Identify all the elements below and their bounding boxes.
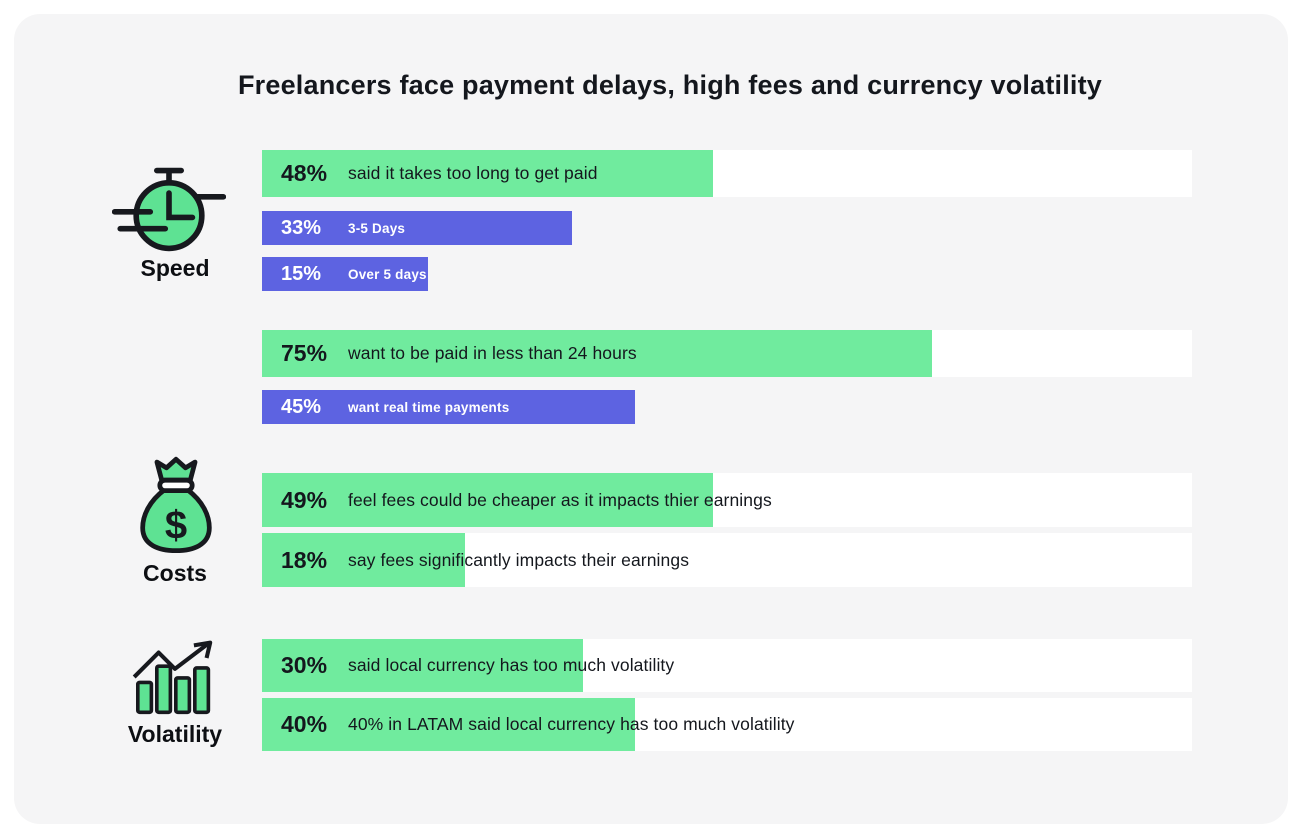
bar-pct-label: 45% <box>281 395 322 418</box>
stopwatch-icon <box>111 164 227 254</box>
bar-text-label: Over 5 days <box>348 266 427 282</box>
bar-pct-label: 75% <box>281 340 328 366</box>
bar-text-label: said it takes too long to get paid <box>348 163 598 183</box>
bar-content: 15% Over 5 days <box>262 257 1192 291</box>
bar-pct-label: 48% <box>281 160 328 186</box>
bar-text-label: 3-5 Days <box>348 220 406 236</box>
bar-row: 15% Over 5 days <box>262 257 1192 291</box>
bar-text-label: say fees significantly impacts their ear… <box>348 549 690 570</box>
bar-text-label: said local currency has too much volatil… <box>348 655 675 675</box>
bar-row: 45% want real time payments <box>262 390 1192 424</box>
section-label-speed: Speed <box>140 255 210 281</box>
bar-content: 45% want real time payments <box>262 390 1192 424</box>
money-bag-icon: $ <box>136 453 216 555</box>
bar-text-label: want to be paid in less than 24 hours <box>348 343 637 363</box>
trend-chart-icon <box>126 639 222 715</box>
bar-content: 75% want to be paid in less than 24 hour… <box>262 330 1192 377</box>
bar-pct-label: 15% <box>281 262 322 285</box>
bar-row: 30% said local currency has too much vol… <box>262 639 1192 692</box>
bar-pct-label: 18% <box>281 546 328 573</box>
bar-fill <box>262 698 635 751</box>
bar-pct-label: 33% <box>281 216 322 239</box>
bar-fill <box>262 639 583 692</box>
svg-text:$: $ <box>165 503 187 547</box>
bar-row: 49% feel fees could be cheaper as it imp… <box>262 473 1192 527</box>
bar-fill <box>262 330 932 377</box>
bar-fill <box>262 390 635 424</box>
bar-row: 40% 40% in LATAM said local currency has… <box>262 698 1192 751</box>
bar-fill <box>262 473 713 527</box>
bar-text-label: feel fees could be cheaper as it impacts… <box>348 489 772 510</box>
bar-row: 75% want to be paid in less than 24 hour… <box>262 330 1192 377</box>
bar-row: 18% say fees significantly impacts their… <box>262 533 1192 587</box>
chart-title: Freelancers face payment delays, high fe… <box>237 70 1103 100</box>
section-label-costs: Costs <box>143 560 207 586</box>
bar-pct-label: 30% <box>281 652 328 678</box>
bar-content: 48% said it takes too long to get paid <box>262 150 1192 197</box>
bar-row: 48% said it takes too long to get paid <box>262 150 1192 197</box>
bar-fill <box>262 150 713 197</box>
bar-pct-label: 49% <box>281 486 328 513</box>
bar-content: 33% 3-5 Days <box>262 211 1192 245</box>
bar-pct-label: 40% <box>281 711 328 737</box>
bar-content: 18% say fees significantly impacts their… <box>262 533 1192 587</box>
bar-text-label: want real time payments <box>348 399 510 415</box>
bar-content: 40% 40% in LATAM said local currency has… <box>262 698 1192 751</box>
bar-fill <box>262 257 428 291</box>
bar-fill <box>262 211 572 245</box>
bar-row: 33% 3-5 Days <box>262 211 1192 245</box>
bar-text-label: 40% in LATAM said local currency has too… <box>348 714 795 734</box>
bar-fill <box>262 533 465 587</box>
bar-content: 30% said local currency has too much vol… <box>262 639 1192 692</box>
section-label-volatility: Volatility <box>127 721 223 747</box>
bar-content: 49% feel fees could be cheaper as it imp… <box>262 473 1192 527</box>
